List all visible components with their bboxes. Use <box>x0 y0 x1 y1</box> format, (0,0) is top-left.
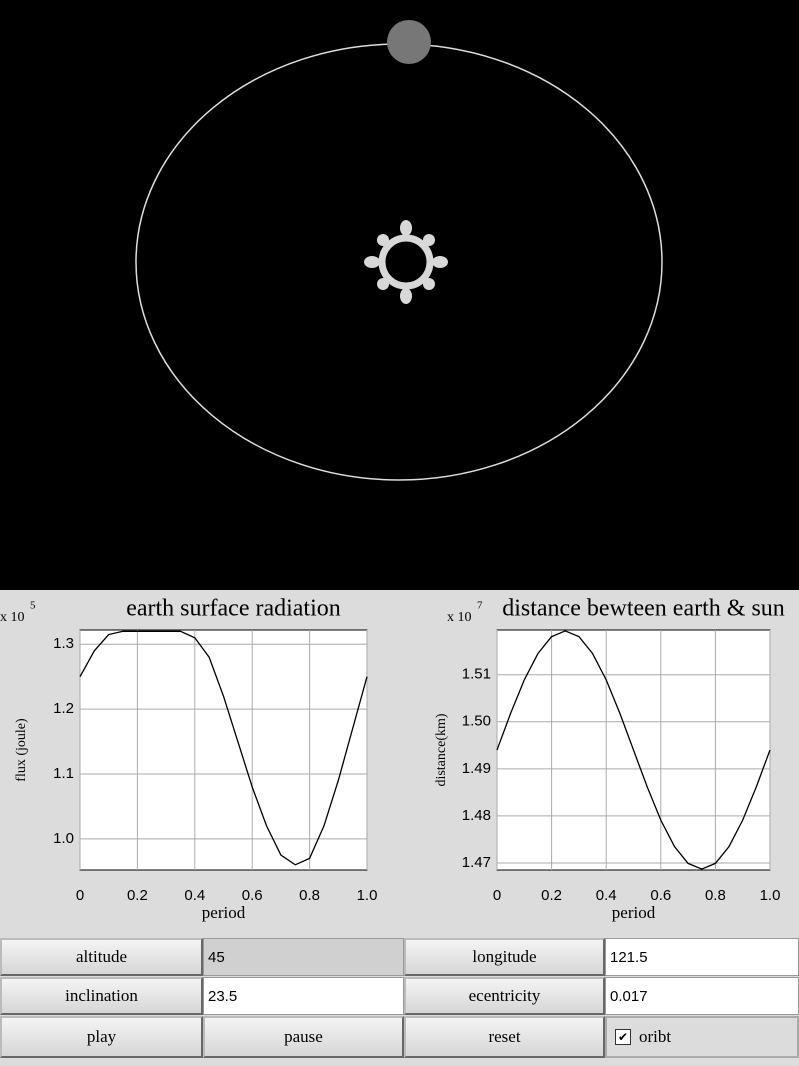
earth <box>387 20 431 64</box>
longitude-button[interactable]: longitude <box>404 938 605 976</box>
y-multiplier-exp: 7 <box>477 600 483 612</box>
y-tick-label: 1.49 <box>462 760 491 777</box>
x-tick-label: 0.6 <box>242 887 263 904</box>
y-tick-label: 1.2 <box>53 700 74 717</box>
animation-view <box>0 0 799 590</box>
x-tick-label: 1.0 <box>760 887 781 904</box>
x-tick-label: 0.6 <box>650 887 671 904</box>
y-multiplier: x 10 <box>0 610 25 625</box>
y-tick-label: 1.51 <box>462 666 491 683</box>
x-tick-label: 0.2 <box>127 887 148 904</box>
altitude-button[interactable]: altitude <box>0 938 203 976</box>
inclination-button[interactable]: inclination <box>0 977 203 1015</box>
x-tick-label: 0.4 <box>596 887 617 904</box>
data-line <box>496 630 771 870</box>
eccentricity-field[interactable]: 0.017 <box>605 977 799 1015</box>
x-axis-label: period <box>202 903 246 922</box>
play-button[interactable]: play <box>0 1016 203 1058</box>
y-tick-label: 1.48 <box>462 807 491 824</box>
altitude-field[interactable]: 45 <box>203 938 404 976</box>
y-tick-label: 1.0 <box>53 830 74 847</box>
chart-title: earth surface radiation <box>126 596 341 622</box>
checkbox[interactable]: ✔ <box>615 1029 631 1045</box>
reset-button[interactable]: reset <box>404 1016 605 1058</box>
orbit-option[interactable]: ✔ oribt <box>605 1016 799 1058</box>
checkbox-label: oribt <box>639 1027 672 1046</box>
y-tick-label: 1.3 <box>53 635 74 652</box>
sun <box>364 220 448 304</box>
y-axis-label: flux (joule) <box>14 718 29 782</box>
chart-title: distance bewteen earth & sun <box>502 596 785 622</box>
pause-button[interactable]: pause <box>203 1016 404 1058</box>
y-tick-label: 1.50 <box>462 713 491 730</box>
x-tick-label: 0.8 <box>705 887 726 904</box>
x-tick-label: 0.4 <box>184 887 205 904</box>
data-line <box>79 630 368 866</box>
y-multiplier-exp: 5 <box>30 600 36 612</box>
x-tick-label: 0.2 <box>541 887 562 904</box>
y-tick-label: 1.1 <box>53 765 74 782</box>
plot-area <box>79 629 368 871</box>
x-tick-label: 1.0 <box>357 887 378 904</box>
y-multiplier: x 10 <box>447 610 472 625</box>
inclination-field[interactable]: 23.5 <box>203 977 404 1015</box>
x-axis-label: period <box>612 903 656 922</box>
x-tick-label: 0 <box>76 887 84 904</box>
x-tick-label: 0 <box>493 887 501 904</box>
y-tick-label: 1.47 <box>462 854 491 871</box>
gui: 1.0 1.1 1.2 1.3 0 0.2 0.4 0.6 0.8 1.0 earth surfac… <box>0 0 799 922</box>
y-axis-label: distance(km) <box>434 713 449 786</box>
eccentricity-button[interactable]: ecentricity <box>404 977 605 1015</box>
longitude-field[interactable]: 121.5 <box>605 938 799 976</box>
x-tick-label: 0.8 <box>299 887 320 904</box>
